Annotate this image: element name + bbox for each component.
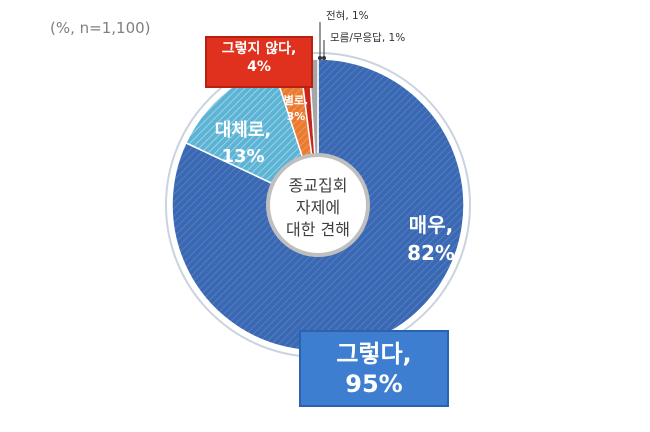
center-label-line-1: 종교집회 — [289, 176, 348, 195]
label-maeu-value: 82% — [407, 241, 455, 265]
leader-dot-jeonhyeo — [318, 56, 322, 60]
callout-geureota-value: 95% — [345, 370, 403, 398]
callout-geureota: 그렇다, 95% — [299, 330, 449, 407]
center-label-line-3: 대한 견해 — [286, 220, 350, 239]
label-daeche-value: 13% — [221, 146, 264, 167]
label-jeonhyeo: 전혀, 1% — [326, 10, 369, 22]
label-moreum: 모름/무응답, 1% — [330, 32, 406, 44]
callout-geureota-name: 그렇다, — [336, 340, 412, 368]
callout-geureochi-name: 그렇지 않다, — [221, 41, 297, 57]
callout-geureochi-anta: 그렇지 않다, 4% — [205, 36, 313, 88]
center-label-line-2: 자제에 — [296, 198, 340, 217]
leader-dot-moreum — [322, 56, 326, 60]
label-daeche-name: 대체로, — [215, 120, 272, 141]
label-byeollo-name: 별로, — [284, 94, 308, 107]
label-maeu-name: 매우, — [409, 213, 453, 237]
sample-note: (%, n=1,100) — [50, 19, 151, 37]
callout-geureochi-value: 4% — [247, 58, 271, 75]
center-hole — [266, 153, 370, 257]
label-byeollo-value: 3% — [287, 110, 306, 123]
